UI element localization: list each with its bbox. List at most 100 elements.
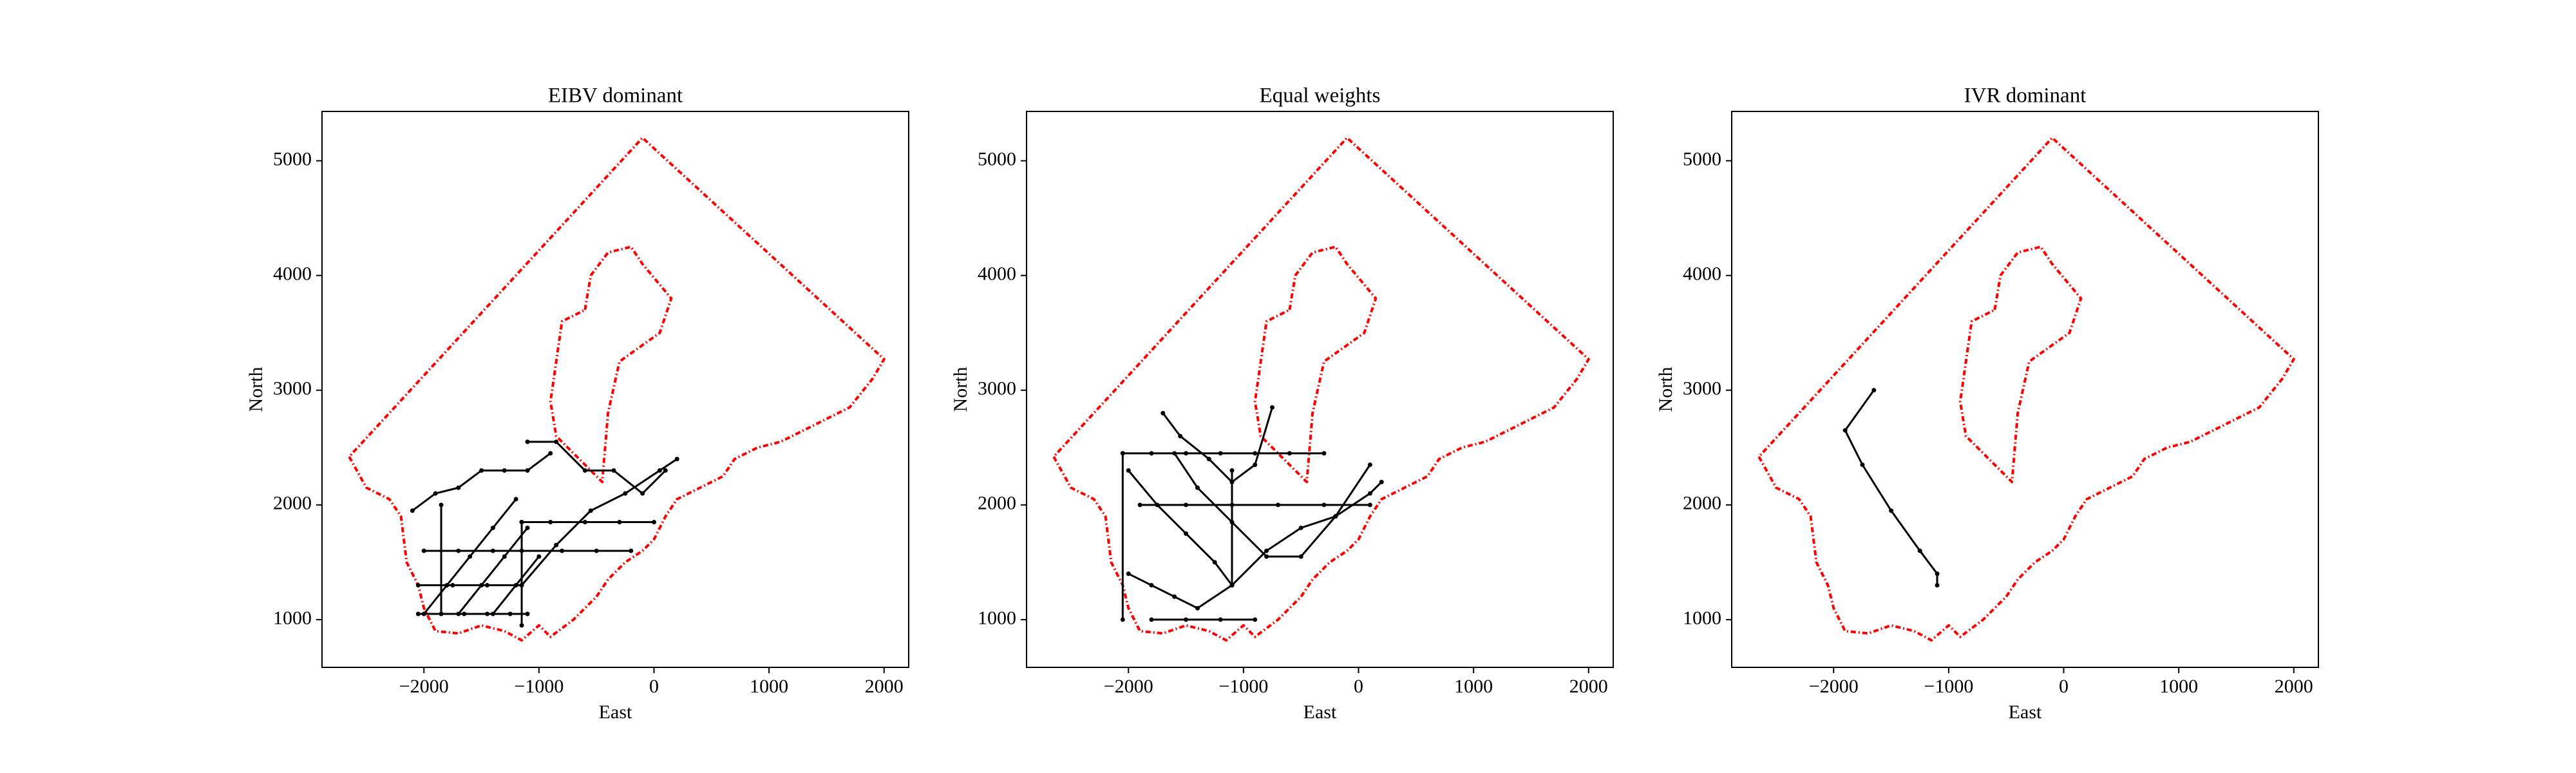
x-tick-label: −1000: [1218, 676, 1268, 697]
x-tick-label: 2000: [1569, 676, 1608, 697]
path: [1844, 389, 1938, 586]
waypoint: [502, 554, 507, 559]
waypoint: [485, 582, 490, 587]
waypoint: [548, 520, 553, 525]
path: [1162, 407, 1273, 483]
axes-frame: [1731, 111, 2319, 668]
waypoint: [1842, 428, 1848, 433]
waypoint: [594, 548, 599, 553]
x-tick-label: −2000: [399, 676, 449, 697]
waypoint: [1212, 560, 1217, 565]
waypoint: [479, 468, 484, 473]
waypoint: [663, 468, 668, 473]
x-tick-label: 1000: [1454, 676, 1493, 697]
waypoint: [462, 611, 467, 616]
path: [527, 441, 667, 495]
waypoint: [513, 497, 518, 502]
waypoint: [1149, 617, 1154, 622]
waypoint: [1120, 451, 1125, 456]
axes-frame: [321, 111, 909, 668]
waypoint: [1172, 451, 1177, 456]
waypoint: [479, 582, 484, 587]
y-tick-label: 1000: [978, 607, 1016, 629]
waypoint: [1298, 525, 1303, 530]
x-tick-label: 1000: [750, 676, 788, 697]
path: [1231, 481, 1383, 586]
path: [1128, 573, 1233, 609]
y-tick-label: 1000: [273, 607, 312, 629]
chart-title: IVR dominant: [1964, 84, 2087, 108]
waypoint: [1379, 479, 1384, 484]
y-tick-label: 3000: [978, 378, 1016, 399]
waypoint: [1126, 571, 1131, 577]
waypoint: [536, 554, 542, 559]
waypoint: [1253, 463, 1258, 468]
waypoint: [1184, 502, 1189, 508]
waypoint: [502, 468, 507, 473]
waypoint: [519, 520, 524, 525]
path: [412, 452, 551, 511]
y-tick-label: 2000: [978, 493, 1016, 514]
waypoint: [1321, 451, 1327, 456]
x-tick-label: 0: [649, 676, 659, 697]
chart-title: EIBV dominant: [548, 84, 683, 108]
waypoint: [1120, 617, 1125, 622]
waypoint: [525, 439, 530, 444]
waypoint: [1149, 582, 1154, 587]
x-tick-label: −1000: [1924, 676, 1973, 697]
waypoint: [525, 468, 530, 473]
waypoint: [490, 611, 495, 616]
y-tick-label: 2000: [273, 493, 312, 514]
x-tick-label: 2000: [2275, 676, 2313, 697]
waypoint: [1184, 617, 1189, 622]
x-tick-label: 1000: [2159, 676, 2198, 697]
waypoint: [1935, 571, 1940, 577]
waypoint: [629, 548, 634, 553]
waypoint: [1253, 617, 1258, 622]
waypoint: [1871, 388, 1877, 393]
waypoint: [415, 611, 421, 616]
waypoint: [410, 508, 415, 513]
x-tick-label: 0: [2059, 676, 2069, 697]
waypoint: [1229, 468, 1235, 473]
waypoint: [1206, 457, 1211, 462]
waypoint: [1126, 468, 1131, 473]
waypoint: [1229, 502, 1235, 508]
x-axis-label: East: [2009, 701, 2042, 723]
waypoint: [1889, 508, 1894, 513]
waypoint: [611, 468, 616, 473]
waypoint: [456, 485, 461, 490]
waypoint: [525, 611, 530, 616]
waypoint: [439, 502, 444, 508]
waypoint: [1298, 554, 1303, 559]
y-tick-label: 2000: [1683, 493, 1721, 514]
path: [1128, 470, 1233, 586]
y-tick-label: 4000: [1683, 263, 1721, 285]
waypoint: [439, 611, 444, 616]
waypoint: [1264, 554, 1269, 559]
waypoint: [1149, 451, 1154, 456]
y-tick-label: 3000: [273, 378, 312, 399]
x-tick-label: 2000: [865, 676, 904, 697]
waypoint: [1333, 514, 1338, 519]
waypoint: [1195, 485, 1200, 490]
waypoint: [623, 491, 628, 496]
waypoint: [456, 611, 461, 616]
waypoint: [1367, 502, 1372, 508]
waypoint: [1184, 531, 1189, 536]
axes-frame: [1026, 111, 1614, 668]
obstacle: [549, 245, 673, 484]
waypoint: [1321, 502, 1327, 508]
waypoint: [1218, 451, 1223, 456]
waypoint: [490, 548, 495, 553]
waypoint: [415, 582, 421, 587]
y-tick-label: 4000: [273, 263, 312, 285]
waypoint: [421, 548, 426, 553]
waypoint: [560, 548, 565, 553]
waypoint: [485, 611, 490, 616]
waypoint: [1218, 617, 1223, 622]
boundary: [1757, 136, 2295, 642]
waypoint: [1184, 451, 1189, 456]
waypoint: [617, 520, 622, 525]
